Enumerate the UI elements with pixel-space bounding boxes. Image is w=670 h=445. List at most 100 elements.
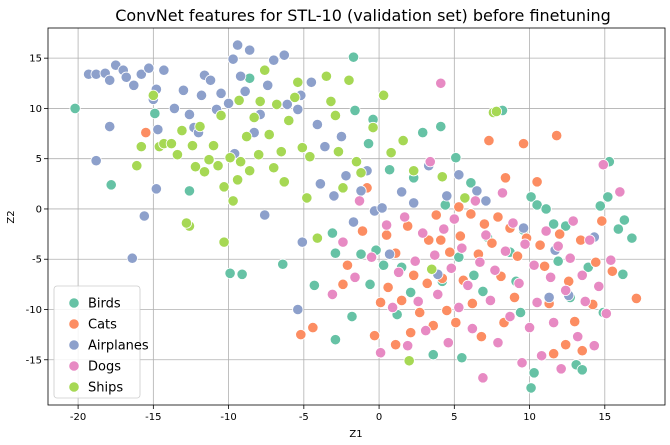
- point-dogs: [442, 337, 454, 349]
- point-ships: [367, 121, 379, 134]
- point-ships: [296, 142, 308, 154]
- point-airplanes: [268, 54, 280, 66]
- point-ships: [207, 140, 220, 152]
- point-cats: [499, 172, 512, 184]
- point-birds: [468, 269, 480, 281]
- point-cats: [569, 315, 581, 328]
- point-ships: [233, 94, 245, 106]
- point-ships: [232, 174, 244, 186]
- point-dogs: [576, 269, 588, 281]
- point-birds: [594, 200, 606, 212]
- point-airplanes: [453, 169, 465, 181]
- point-cats: [140, 126, 152, 139]
- point-airplanes: [278, 49, 290, 61]
- point-cats: [454, 230, 466, 242]
- point-cats: [295, 329, 307, 341]
- point-airplanes: [138, 210, 150, 222]
- legend-marker-airplanes: [68, 339, 80, 351]
- y-tick-label: -15: [26, 355, 42, 366]
- point-ships: [304, 151, 316, 163]
- point-ships: [147, 89, 159, 101]
- point-birds: [105, 179, 117, 191]
- data-points: [69, 39, 643, 394]
- point-airplanes: [259, 209, 271, 221]
- point-dogs: [540, 225, 552, 237]
- point-cats: [453, 201, 465, 213]
- point-cats: [430, 209, 442, 221]
- point-ships: [289, 91, 301, 103]
- point-dogs: [448, 213, 460, 225]
- point-ships: [224, 152, 236, 164]
- point-airplanes: [195, 89, 208, 101]
- point-airplanes: [232, 39, 244, 51]
- point-cats: [374, 296, 387, 309]
- point-ships: [131, 160, 143, 172]
- point-airplanes: [376, 202, 388, 214]
- point-cats: [441, 304, 453, 317]
- point-airplanes: [347, 216, 360, 228]
- point-birds: [349, 104, 361, 117]
- point-cats: [337, 278, 349, 290]
- point-birds: [69, 102, 81, 115]
- point-birds: [528, 367, 540, 379]
- point-cats: [414, 306, 426, 319]
- point-ships: [189, 161, 202, 173]
- point-airplanes: [335, 130, 348, 143]
- x-tick-label: -10: [220, 412, 236, 423]
- legend-label-cats: Cats: [88, 318, 117, 333]
- point-ships: [325, 95, 337, 107]
- point-dogs: [555, 363, 567, 375]
- point-airplanes: [340, 170, 352, 182]
- point-birds: [355, 248, 367, 260]
- point-cats: [382, 281, 394, 293]
- point-birds: [548, 218, 560, 230]
- point-cats: [444, 246, 456, 258]
- point-birds: [362, 138, 375, 150]
- point-dogs: [412, 295, 424, 308]
- point-ships: [350, 156, 363, 168]
- point-birds: [384, 164, 396, 176]
- point-ships: [377, 89, 390, 101]
- point-dogs: [480, 229, 492, 241]
- chart-title: ConvNet features for STL-10 (validation …: [115, 6, 611, 25]
- point-ships: [343, 74, 355, 86]
- point-dogs: [429, 249, 441, 261]
- point-airplanes: [244, 44, 256, 56]
- point-ships: [278, 176, 290, 188]
- legend-marker-cats: [68, 318, 80, 330]
- point-birds: [450, 152, 462, 164]
- point-ships: [176, 124, 188, 137]
- y-axis-label: Z2: [6, 210, 17, 223]
- point-ships: [385, 147, 397, 159]
- point-dogs: [474, 256, 486, 268]
- point-dogs: [393, 266, 405, 278]
- point-birds: [514, 306, 527, 319]
- point-cats: [465, 208, 477, 220]
- point-ships: [355, 167, 367, 179]
- point-dogs: [380, 219, 393, 231]
- point-cats: [405, 327, 417, 339]
- y-tick-label: 10: [29, 104, 42, 115]
- legend-marker-dogs: [68, 360, 80, 372]
- point-airplanes: [311, 118, 323, 131]
- point-airplanes: [120, 71, 132, 83]
- point-ships: [165, 138, 177, 150]
- point-ships: [436, 171, 448, 183]
- point-birds: [617, 268, 629, 280]
- point-ships: [301, 192, 313, 204]
- point-dogs: [420, 325, 432, 337]
- point-cats: [475, 331, 488, 343]
- point-ships: [244, 165, 256, 177]
- point-cats: [531, 176, 543, 188]
- point-dogs: [504, 310, 516, 323]
- point-cats: [486, 237, 498, 249]
- point-dogs: [560, 284, 572, 296]
- point-airplanes: [128, 79, 140, 91]
- x-tick-label: 10: [523, 412, 536, 423]
- point-dogs: [492, 337, 504, 349]
- point-dogs: [584, 234, 596, 246]
- point-ships: [337, 182, 349, 194]
- point-airplanes: [355, 185, 367, 197]
- point-ships: [275, 146, 287, 158]
- point-ships: [227, 195, 239, 207]
